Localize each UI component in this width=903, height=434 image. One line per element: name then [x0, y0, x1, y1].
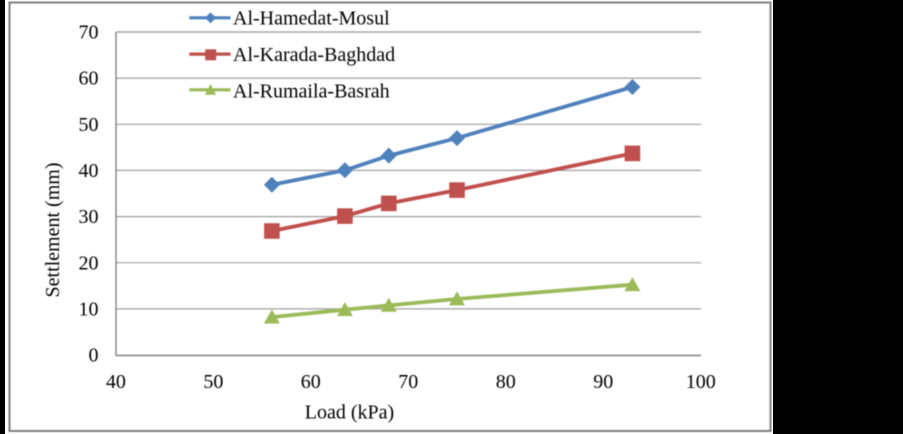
svg-text:60: 60 — [301, 371, 321, 393]
svg-text:0: 0 — [89, 345, 99, 367]
svg-text:80: 80 — [496, 371, 516, 393]
svg-text:10: 10 — [79, 299, 99, 321]
svg-text:30: 30 — [79, 206, 99, 228]
svg-text:20: 20 — [79, 252, 99, 274]
svg-text:Al-Karada-Baghdad: Al-Karada-Baghdad — [233, 44, 395, 66]
svg-text:90: 90 — [593, 371, 613, 393]
svg-text:Al-Hamedat-Mosul: Al-Hamedat-Mosul — [233, 8, 390, 30]
svg-text:50: 50 — [79, 114, 99, 136]
svg-text:60: 60 — [79, 68, 99, 90]
svg-text:70: 70 — [398, 371, 418, 393]
svg-text:Settlement (mm): Settlement (mm) — [42, 163, 64, 298]
svg-text:100: 100 — [686, 371, 716, 393]
svg-text:70: 70 — [79, 22, 99, 44]
svg-text:40: 40 — [79, 160, 99, 182]
svg-text:Al-Rumaila-Basrah: Al-Rumaila-Basrah — [233, 81, 390, 103]
svg-text:40: 40 — [106, 371, 126, 393]
svg-text:50: 50 — [203, 371, 223, 393]
svg-text:Load (kPa): Load (kPa) — [305, 402, 394, 424]
